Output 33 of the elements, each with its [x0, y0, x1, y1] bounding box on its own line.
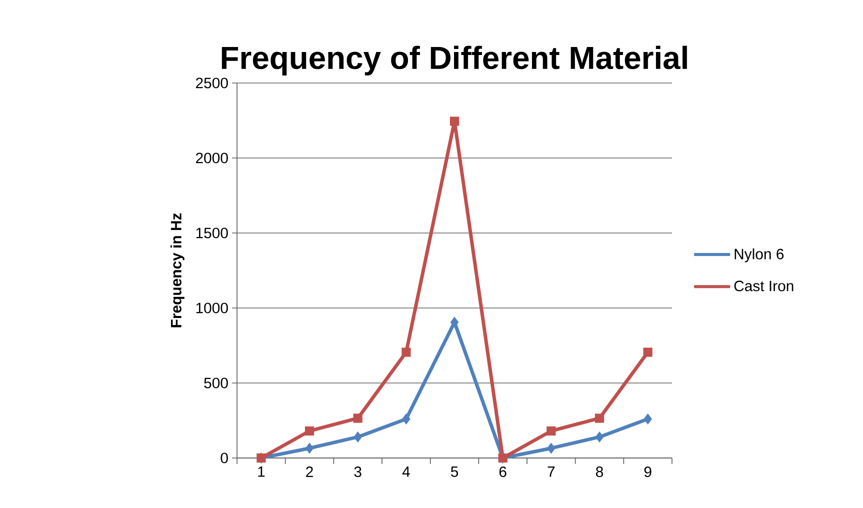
- y-tick-label: 1000: [196, 302, 228, 314]
- x-tick-label: 8: [596, 466, 604, 478]
- x-tick-label: 9: [644, 466, 652, 478]
- x-tick-label: 4: [402, 466, 410, 477]
- legend-label: Cast Iron: [734, 280, 794, 292]
- point: [450, 116, 460, 126]
- point: [546, 442, 556, 454]
- x-tick-label: 2: [306, 466, 313, 477]
- chart-title: Frequency of Different Material: [222, 46, 687, 76]
- point: [643, 348, 652, 357]
- point: [305, 442, 314, 454]
- point: [546, 426, 556, 436]
- y-tick-label: 500: [204, 378, 228, 388]
- legend-label: Nylon 6: [734, 248, 784, 262]
- x-tick-label: 5: [450, 466, 458, 477]
- point: [594, 414, 604, 423]
- y-tick-label: 0: [220, 452, 228, 464]
- x-tick-label: 1: [258, 466, 265, 477]
- y-tick-label: 1500: [196, 228, 228, 238]
- point: [353, 414, 362, 423]
- x-tick-label: 7: [548, 466, 555, 477]
- x-tick-label: 3: [354, 466, 362, 478]
- point: [402, 413, 410, 425]
- point: [304, 426, 314, 436]
- y-tick-label: 2000: [196, 152, 228, 164]
- point: [595, 431, 604, 443]
- point: [644, 413, 652, 425]
- x-tick-label: 6: [499, 466, 506, 478]
- point: [450, 316, 459, 328]
- y-axis-title: Frequency in Hz: [170, 213, 184, 328]
- y-tick-label: 2500: [196, 78, 228, 88]
- point: [354, 431, 362, 443]
- point: [402, 348, 411, 357]
